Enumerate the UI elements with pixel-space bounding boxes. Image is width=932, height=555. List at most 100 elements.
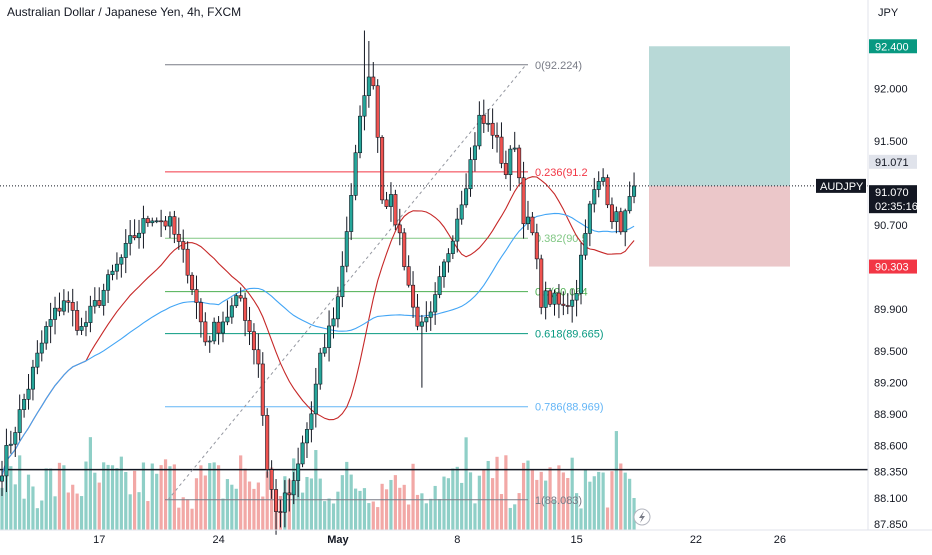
volume-bar [203, 475, 207, 530]
volume-bar [106, 464, 110, 530]
candle [375, 85, 380, 138]
volume-bar [508, 507, 512, 530]
candle [565, 305, 570, 307]
volume-bar [499, 494, 504, 530]
candle [181, 241, 186, 250]
candle [48, 319, 53, 327]
candle [26, 388, 31, 400]
candle [207, 340, 212, 343]
candle [486, 122, 491, 125]
candle [260, 363, 265, 416]
volume-bar [415, 494, 420, 530]
y-tick-label: 92.000 [874, 83, 908, 95]
candle [167, 216, 172, 227]
candle [530, 216, 535, 234]
volume-bar [66, 492, 70, 530]
candle [172, 216, 177, 235]
fib-trend-line[interactable] [167, 64, 527, 501]
volume-bar [535, 479, 539, 530]
candle [300, 442, 305, 465]
candle [141, 218, 146, 234]
volume-bar [194, 478, 199, 530]
candle [592, 189, 597, 205]
volume-bar [376, 507, 380, 530]
volume-bar [605, 507, 610, 530]
candle [441, 261, 446, 277]
symbol-tag: AUDJPY [820, 181, 864, 193]
candle [627, 196, 632, 212]
candle [238, 295, 243, 299]
volume-bar [252, 488, 256, 530]
volume-bar [13, 484, 17, 530]
candle [132, 235, 137, 239]
fib-level-label: 0.382(90.5 [535, 233, 588, 245]
volume-bar [623, 472, 627, 530]
volume-bar [234, 488, 238, 530]
candle [309, 413, 314, 430]
candle [296, 463, 301, 481]
candle [66, 300, 71, 303]
candle [216, 321, 221, 334]
stop-price-tag-bg [869, 259, 917, 274]
volume-bar [49, 468, 53, 530]
candle [212, 321, 217, 342]
volume-bar [256, 482, 260, 530]
x-tick-label: 24 [212, 534, 224, 546]
candle [366, 76, 371, 96]
candle [35, 352, 40, 368]
candle [384, 199, 389, 207]
candle [424, 317, 429, 323]
take-profit-zone[interactable] [649, 46, 790, 186]
x-tick-label: 17 [93, 534, 105, 546]
volume-bar [429, 498, 433, 530]
candle [397, 224, 402, 234]
volume-bar [181, 497, 185, 530]
candle [521, 177, 526, 225]
candle [402, 232, 407, 267]
volume-bar [597, 471, 601, 530]
candle [468, 159, 473, 190]
x-tick-label: 15 [570, 534, 582, 546]
volume-bar [137, 492, 141, 530]
volume-bar [336, 491, 340, 530]
x-tick-label: 8 [454, 534, 460, 546]
candle [106, 274, 111, 291]
volume-bar [190, 508, 194, 530]
volume-bar [579, 508, 583, 530]
volume-bar [437, 499, 442, 530]
candle [229, 305, 234, 318]
candle [388, 194, 393, 207]
candle [344, 231, 349, 267]
candle [92, 300, 97, 307]
candle [30, 366, 35, 390]
candle [75, 310, 80, 331]
volume-bar [446, 478, 451, 530]
candle [362, 95, 367, 117]
candle [601, 177, 606, 182]
y-tick-label: 89.500 [874, 346, 908, 358]
candle [539, 258, 544, 308]
volume-bar [26, 474, 31, 530]
volume-bar [102, 462, 106, 530]
y-tick-label: 88.900 [874, 409, 908, 421]
volume-bar [340, 475, 344, 530]
stop-loss-zone[interactable] [649, 185, 790, 267]
volume-bar [513, 504, 517, 530]
candle [198, 302, 203, 323]
candle [358, 115, 363, 154]
volume-bar [159, 465, 163, 530]
candle [464, 188, 469, 206]
volume-bar [561, 472, 565, 530]
volume-bar [393, 475, 397, 530]
volume-bar [521, 462, 526, 530]
candle [512, 147, 517, 150]
chart-title: Australian Dollar / Japanese Yen, 4h, FX… [7, 5, 242, 19]
y-tick-label: 88.100 [874, 493, 908, 505]
candle [44, 326, 49, 344]
volume-bar [18, 455, 22, 530]
candle [0, 475, 5, 482]
candle [176, 233, 181, 242]
volume-bar [75, 493, 79, 530]
